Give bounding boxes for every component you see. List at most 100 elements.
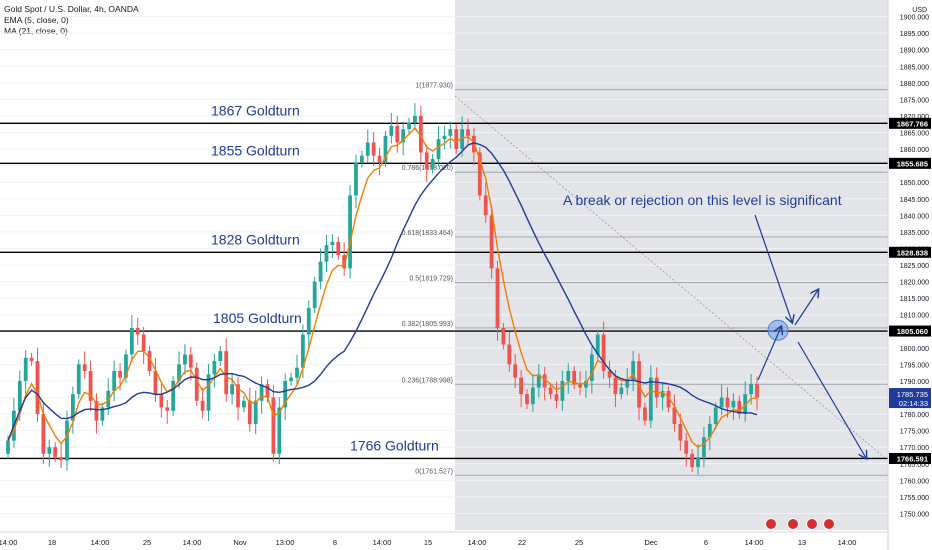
candle-body [247,400,252,424]
candle-body [654,377,659,398]
candle-body [165,407,170,411]
goldturn-label: 1855 Goldturn [211,142,300,158]
candle-body [725,397,730,408]
us-flag-icon [787,518,799,530]
candle-body [607,371,612,378]
price-tick-label: 1845.000 [900,197,929,204]
goldturn-label: 1805 Goldturn [213,310,302,326]
ema-line [7,126,758,448]
price-tag-bg [889,246,931,258]
candles [6,103,759,475]
price-tick-label: 1820.000 [900,280,929,287]
price-tick-label: 1825.000 [900,263,929,270]
candle-body [230,384,234,395]
candle-body [295,367,299,378]
candle-body [678,424,683,441]
arrow-down [797,341,866,458]
candle-body [413,115,417,123]
candle-body [159,394,164,408]
time-tick-label: 6 [704,538,708,547]
candle-body [719,397,724,408]
last-price-tag-bg [889,388,931,409]
candle-body [177,364,181,381]
price-tick-label: 1875.000 [900,97,929,104]
candle-body [47,447,52,454]
us-flag-icon [806,518,818,530]
price-tag: 1828.838 [897,248,928,257]
candle-body [129,327,134,355]
ma-legend: MA (21, close, 0) [4,26,68,36]
candle-body [560,380,565,401]
candle-body [566,371,571,381]
candle-body [112,371,117,391]
candle-body [424,152,429,169]
candle-body [713,407,718,424]
price-axis: 1750.000 1755.000 1760.000 1765.000 1770.000… [887,0,932,550]
candle-body [489,215,494,269]
candle-body [483,195,488,216]
price-tag: 1855.685 [897,159,928,168]
fib-label: 0.5(1819.729) [409,275,453,282]
candle-body [589,354,594,381]
price-tick-label: 1790.000 [900,379,929,386]
price-tick-label: 1860.000 [900,147,929,154]
annotation-arrows [754,214,866,458]
candle-body [135,327,140,335]
candle-body [17,380,22,411]
time-tick-label: 8 [333,538,337,547]
candle-body [100,407,105,421]
candle-body [477,152,482,196]
fib-label: 0.236(1788.998) [402,377,453,384]
price-tick-label: 1815.000 [900,296,929,303]
price-tag: 1805.060 [897,327,928,336]
time-tick-label: 14:00 [838,538,857,547]
candle-body [306,308,311,335]
candle-body [731,400,736,408]
goldturn-levels: 1867 Goldturn 1855 Goldturn 1828 Goldturn 1… [0,102,888,460]
candle-body [348,195,352,269]
candle-body [554,394,559,401]
candle-body [271,397,276,454]
price-tick-label: 1880.000 [900,81,929,88]
candle-body [41,414,46,454]
candle-body [690,453,695,468]
candle-body [359,155,364,163]
price-tag: 1867.766 [897,119,928,128]
price-tick-label: 1765.000 [900,462,929,469]
price-tick-label: 1900.000 [900,15,929,22]
candle-body [743,394,748,415]
candle-body [407,122,411,130]
fib-label: 0.618(1833.464) [402,230,453,237]
annotation-text: A break or rejection on this level is si… [563,192,842,208]
time-tick-label: 14:00 [468,538,487,547]
candle-body [383,135,388,163]
candle-body [259,384,264,401]
time-tick-label: 25 [143,538,151,547]
fib-label: 1(1877.930) [415,83,453,90]
candle-body [171,380,176,411]
time-tick-label: 13 [798,538,806,547]
candle-body [595,334,600,355]
time-tick-label: 13:00 [276,538,295,547]
goldturn-label: 1867 Goldturn [211,102,300,118]
price-tick-label: 1750.000 [900,511,929,518]
time-tick-label: Dec [644,538,658,547]
candle-body [660,390,665,398]
candle-body [519,377,523,395]
candle-body [466,129,470,136]
candle-body [88,371,93,401]
candle-body [35,361,40,415]
candle-body [265,384,270,398]
price-tag-bg [889,117,931,129]
price-tick-label: 1775.000 [900,429,929,436]
candle-body [330,241,335,246]
candle-body [253,400,258,424]
candle-body [525,394,529,405]
arrow-to-circle [754,214,792,322]
candle-body [707,424,712,438]
time-tick-label: 14:00 [373,538,392,547]
candle-body [702,437,706,458]
candle-body [377,155,382,163]
goldturn-label: 1828 Goldturn [211,231,300,247]
